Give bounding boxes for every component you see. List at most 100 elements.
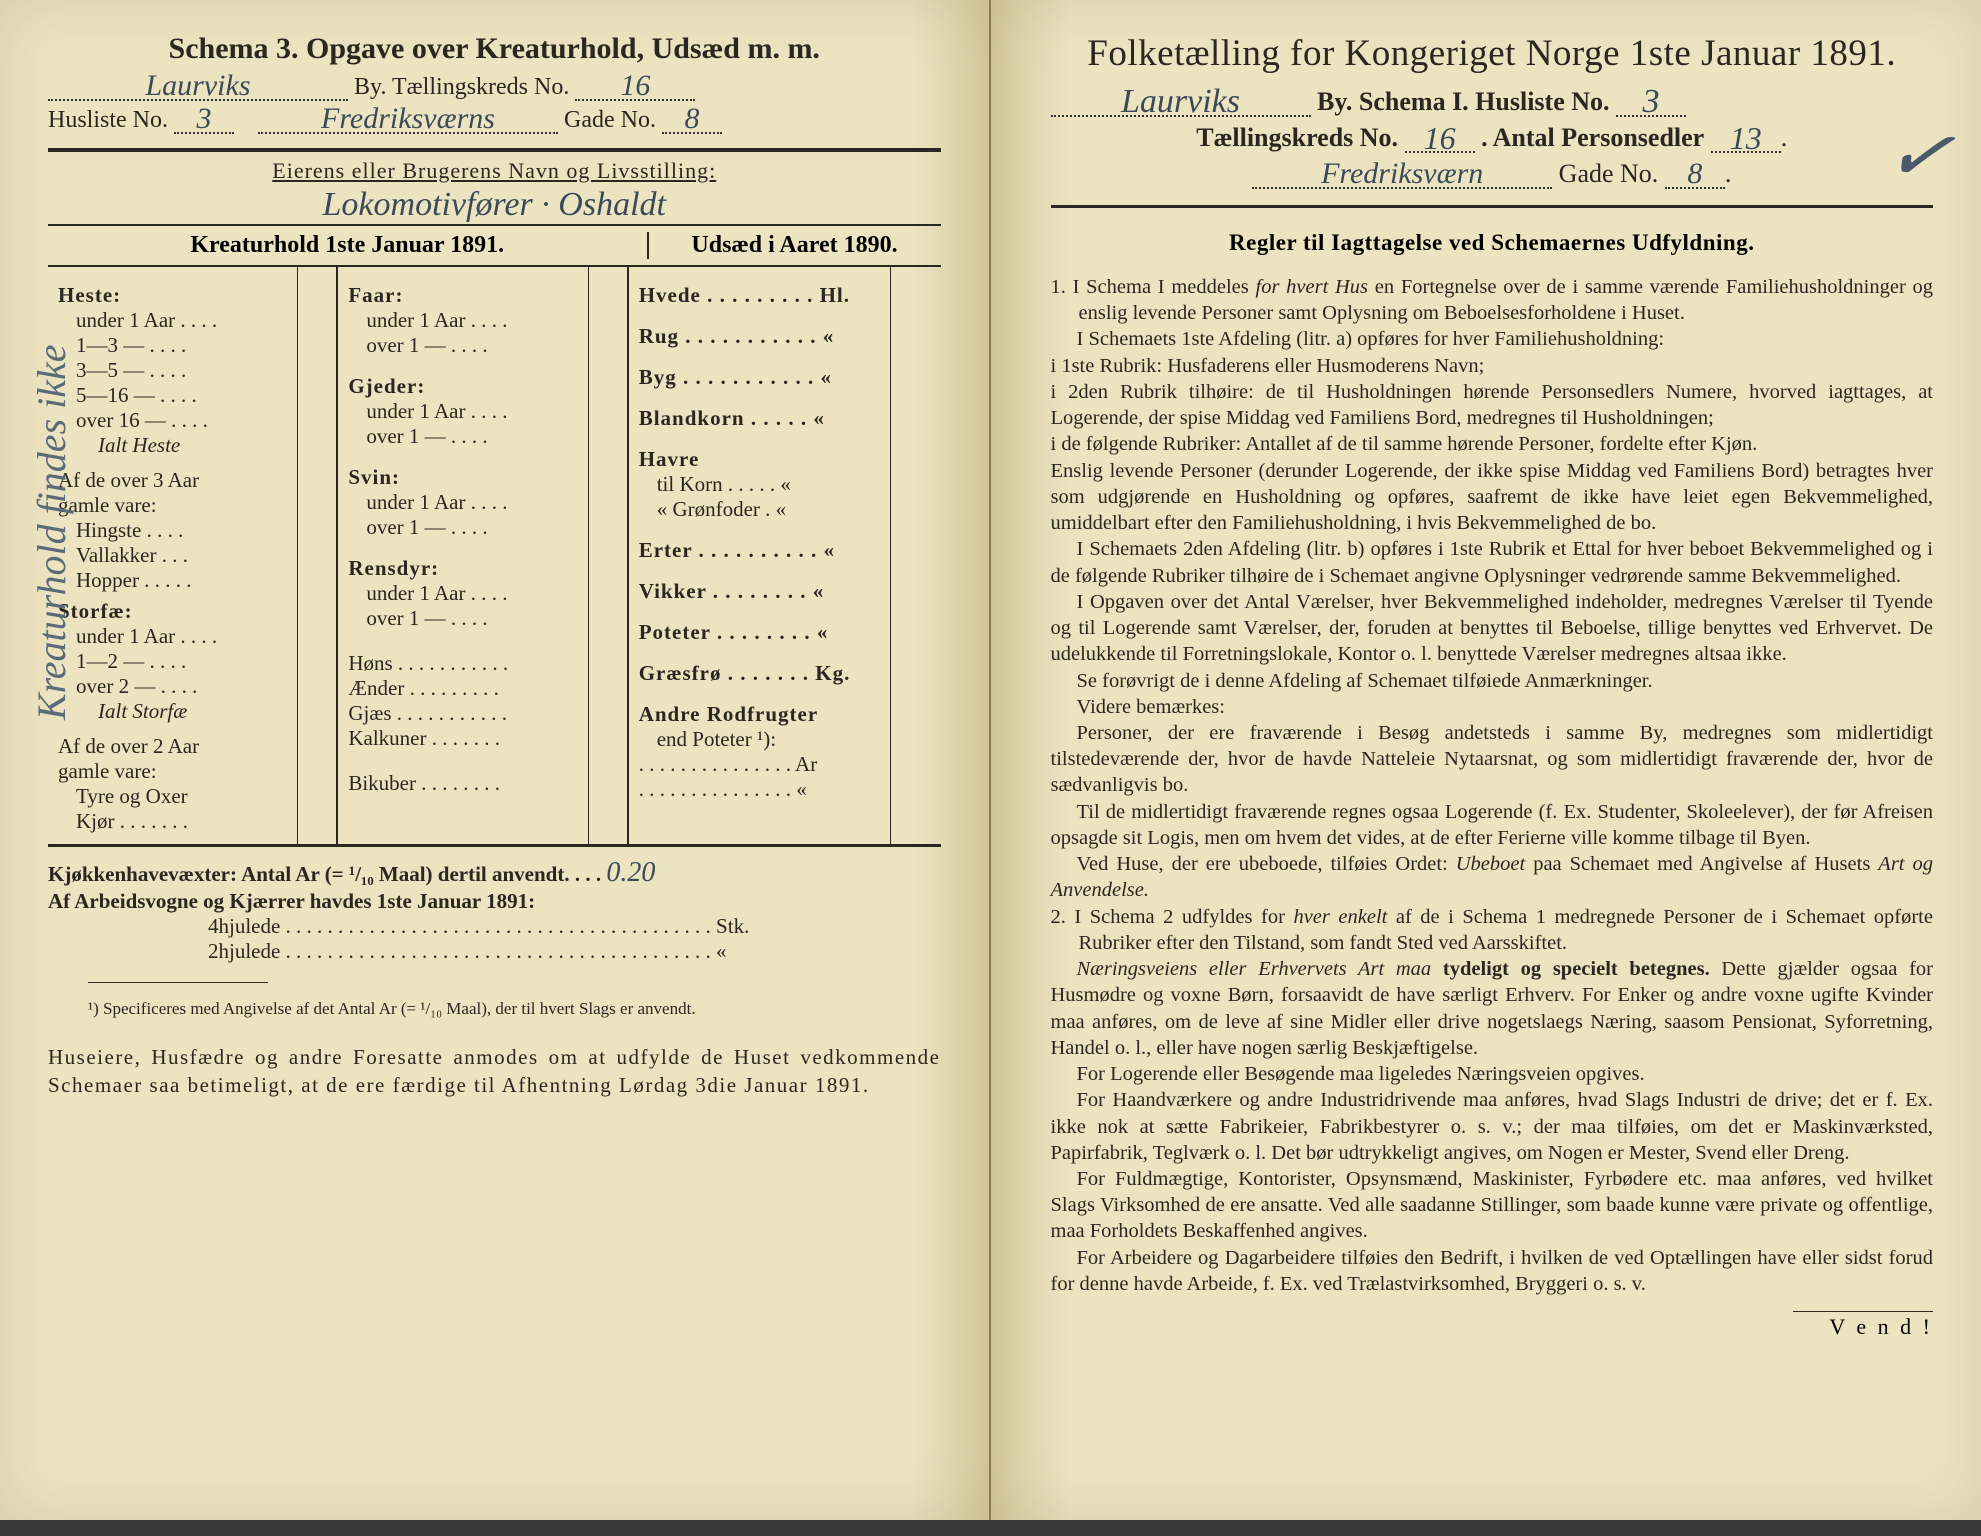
p2: I Schemaets 1ste Afdeling (litr. a) opfø… [1051,326,1934,352]
r-antal-label: . Antal Personsedler [1481,123,1704,152]
margin-handwriting: Kreaturhold findes ikke [28,344,75,720]
r-by-label: By. Schema I. Husliste No. [1317,87,1610,116]
heste-s1: Vallakker . . . [58,543,287,568]
rensdyr-r0: under 1 Aar . . . . [348,581,577,606]
other-2: Gjæs . . . . . . . . . . . [348,701,577,726]
p1b: for hvert Hus [1256,276,1369,298]
p14a: 2. I Schema 2 udfyldes for [1051,906,1294,928]
p5: i de følgende Rubriker: Antallet af de t… [1051,431,1934,457]
p2t: I Schemaets 1ste Afdeling (litr. a) opfø… [1077,328,1665,350]
heste-s0: Hingste . . . . [58,518,287,543]
kreds-no-hand: 16 [575,75,695,101]
p9: Se forøvrigt de i denne Afdeling af Sche… [1051,668,1934,694]
checkmark-hand: ✓ [1878,103,1960,207]
rensdyr-r1: over 1 — . . . . [348,606,577,631]
husliste-label: Husliste No. [48,107,168,133]
p15b: tydeligt og specielt betegnes. [1443,958,1710,980]
heste-r0: under 1 Aar . . . . [58,308,287,333]
vend-label: V e n d ! [1793,1311,1933,1340]
p7: I Schemaets 2den Afdeling (litr. b) opfø… [1051,536,1934,588]
kjokken-line: Kjøkkenhavevæxter: Antal Ar (= ¹/₁₀ Maal… [48,857,941,889]
c11: Andre Rodfrugter [639,702,880,727]
p3: i 1ste Rubrik: Husfaderens eller Husmode… [1051,353,1934,379]
col-heste-storfae: Heste: under 1 Aar . . . . 1—3 — . . . .… [48,267,298,844]
svin-head: Svin: [348,465,577,490]
heste-total: Ialt Heste [58,433,287,458]
subhead-udsaed: Udsæd i Aaret 1890. [649,232,941,259]
svin-r1: over 1 — . . . . [348,515,577,540]
r-gade-no: 8 [1665,163,1725,189]
right-line-3: Fredriksværn Gade No. 8. [1051,159,1934,189]
by-name-hand: Laurviks [48,75,348,101]
by-label: By. Tællingskreds No. [354,74,569,100]
kreatur-table: Heste: under 1 Aar . . . . 1—3 — . . . .… [48,267,941,847]
svin-r0: under 1 Aar . . . . [348,490,577,515]
p15: Næringsveiens eller Erhvervets Art maa t… [1051,956,1934,1061]
faar-head: Faar: [348,283,577,308]
c5: til Korn . . . . . « [639,472,880,497]
c0: Hvede . . . . . . . . . Hl. [639,283,880,308]
subhead-row: Kreaturhold 1ste Januar 1891. Udsæd i Aa… [48,224,941,267]
r-gade-hand: Fredriksværn [1252,163,1552,189]
right-line-1: Laurviks By. Schema I. Husliste No. 3 [1051,87,1934,117]
r-kreds-label: Tællingskreds No. [1196,123,1398,152]
bottom-lines: Kjøkkenhavevæxter: Antal Ar (= ¹/₁₀ Maal… [48,857,941,964]
owner-label-text: Eierens eller Brugerens Navn og Livsstil… [272,158,716,183]
owner-value-hand: Lokomotivfører · Oshaldt [48,186,941,224]
fourwheel-line: 4hjulede . . . . . . . . . . . . . . . .… [48,914,941,939]
other-0: Høns . . . . . . . . . . . [348,651,577,676]
storfae-r2: over 2 — . . . . [58,674,287,699]
p8: I Opgaven over det Antal Værelser, hver … [1051,589,1934,668]
kjokken-val: 0.20 [606,857,655,888]
storfae-s0: Tyre og Oxer [58,784,287,809]
rules-heading: Regler til Iagttagelse ved Schemaernes U… [1051,205,1934,256]
p10: Videre bemærkes: [1051,694,1934,720]
storfae-gamle: gamle vare: [58,759,287,784]
rule-1 [48,148,941,152]
arbeidsvogne-line: Af Arbeidsvogne og Kjærrer havdes 1ste J… [48,889,941,914]
col-a-values [298,267,338,844]
c12: end Poteter ¹): [639,727,880,752]
p17: For Haandværkere og andre Industridriven… [1051,1087,1934,1166]
faar-r1: over 1 — . . . . [348,333,577,358]
left-page: Kreaturhold findes ikke Schema 3. Opgave… [0,0,991,1520]
r-gade-label: Gade No. [1559,159,1659,188]
right-line-2: Tællingskreds No. 16 . Antal Personsedle… [1051,123,1934,153]
p12: Til de midlertidigt fraværende regnes og… [1051,799,1934,851]
left-field-line-2: Husliste No. 3 Fredriksværns Gade No. 8 [48,107,941,134]
p18: For Fuldmægtige, Kontorister, Opsynsmænd… [1051,1166,1934,1245]
c10: Græsfrø . . . . . . . Kg. [639,661,880,686]
twowheel-line: 2hjulede . . . . . . . . . . . . . . . .… [48,939,941,964]
storfae-r1: 1—2 — . . . . [58,649,287,674]
schema3-title: Schema 3. Opgave over Kreaturhold, Udsæd… [48,32,941,66]
gade-label: Gade No. [564,107,656,133]
right-page: Folketælling for Kongeriget Norge 1ste J… [991,0,1981,1520]
rule-2-p: 2. I Schema 2 udfyldes for hver enkelt a… [1051,904,1934,956]
footnote-rule [88,982,268,983]
arbeidsvogne-text: Af Arbeidsvogne og Kjærrer havdes 1ste J… [48,889,535,913]
other-5: Bikuber . . . . . . . . [348,771,577,796]
book-spread: Kreaturhold findes ikke Schema 3. Opgave… [0,0,1981,1536]
gade-no-hand: 8 [662,108,722,134]
p13: Ved Huse, der ere ubeboede, tilføies Ord… [1051,851,1934,903]
c3: Blandkorn . . . . . « [639,406,880,431]
subhead-kreatur: Kreaturhold 1ste Januar 1891. [48,232,649,259]
storfae-total: Ialt Storfæ [58,699,287,724]
col-faar-etc: Faar: under 1 Aar . . . . over 1 — . . .… [338,267,588,844]
p13c: paa Schemaet med Angivelse af Husets [1525,853,1878,875]
gjeder-r0: under 1 Aar . . . . [348,399,577,424]
r-kreds-no: 16 [1405,127,1475,153]
p13a: Ved Huse, der ere ubeboede, tilføies Ord… [1077,853,1456,875]
c8: Vikker . . . . . . . . « [639,579,880,604]
rensdyr-head: Rensdyr: [348,556,577,581]
c1: Rug . . . . . . . . . . . « [639,324,880,349]
p6: Enslig levende Personer (derunder Logere… [1051,458,1934,537]
r-husliste-no: 3 [1616,91,1686,117]
rule-1-p: 1. I Schema I meddeles for hvert Hus en … [1051,274,1934,326]
p1a: 1. I Schema I meddeles [1051,276,1256,298]
col-udsaed: Hvede . . . . . . . . . Hl. Rug . . . . … [629,267,891,844]
c4: Havre [639,447,880,472]
closing-text: Huseiere, Husfædre og andre Foresatte an… [48,1043,941,1100]
gjeder-r1: over 1 — . . . . [348,424,577,449]
other-1: Ænder . . . . . . . . . [348,676,577,701]
